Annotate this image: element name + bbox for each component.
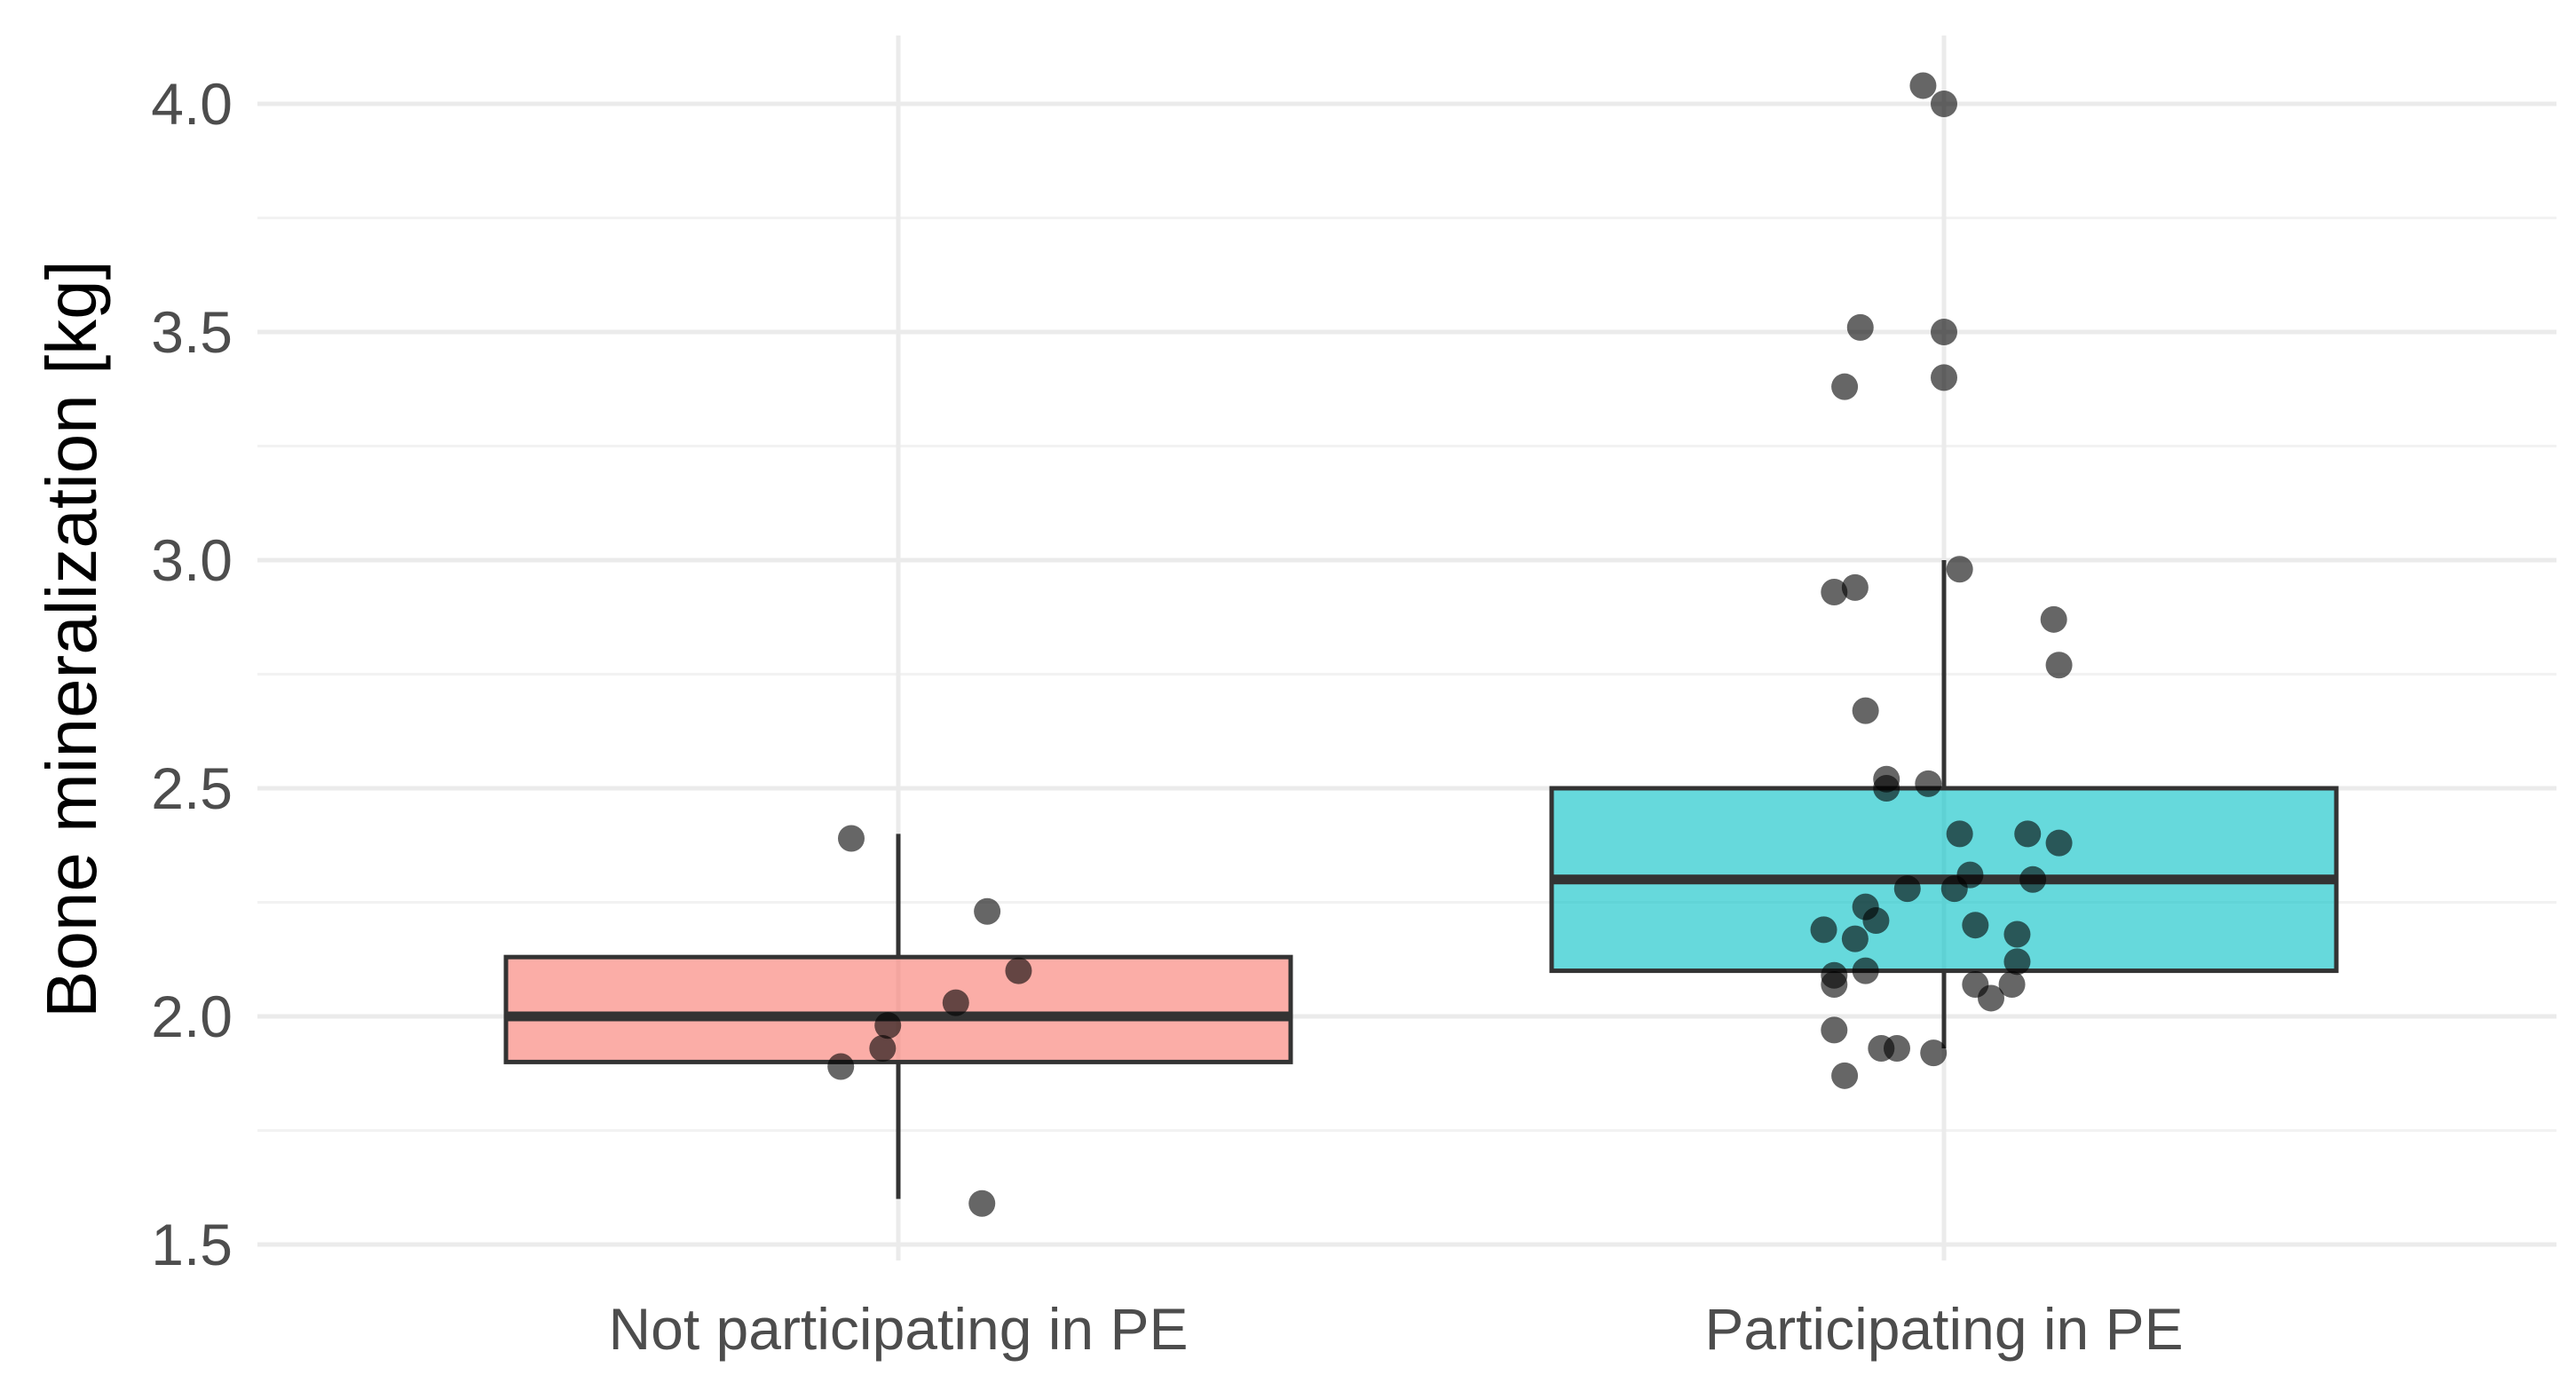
- data-point: [1821, 578, 1848, 605]
- data-point: [2019, 865, 2047, 893]
- data-point: [1920, 1039, 1948, 1067]
- data-point: [1940, 875, 1968, 903]
- y-tick-label: 3.5: [151, 299, 233, 365]
- data-point: [1821, 971, 1848, 999]
- y-tick-label: 2.0: [151, 984, 233, 1049]
- data-point: [1810, 916, 1837, 944]
- data-point: [1005, 957, 1032, 984]
- y-axis-title: Bone mineralization [kg]: [32, 260, 111, 1018]
- data-point: [1915, 770, 1942, 797]
- box-iqr: [503, 954, 1293, 1064]
- data-point: [968, 1189, 996, 1217]
- data-point: [942, 989, 969, 1016]
- data-point: [1893, 875, 1921, 903]
- data-point: [2003, 921, 2031, 948]
- data-point: [1962, 912, 1989, 939]
- data-point: [1946, 556, 1973, 583]
- data-point: [874, 1012, 902, 1039]
- data-point: [1862, 907, 1890, 935]
- data-point: [1931, 364, 1957, 391]
- box-layer: [503, 560, 2339, 1199]
- data-point: [1831, 1062, 1859, 1089]
- x-tick-label: Not participating in PE: [608, 1296, 1188, 1362]
- data-point: [1841, 573, 1869, 601]
- data-point: [1821, 1016, 1848, 1044]
- data-point: [1946, 820, 1973, 848]
- data-point: [1852, 957, 1879, 984]
- y-tick-label: 4.0: [151, 71, 233, 137]
- data-point: [1931, 91, 1957, 117]
- y-tick-label: 1.5: [151, 1212, 233, 1277]
- data-point: [1873, 775, 1900, 802]
- data-point: [1883, 1034, 1910, 1062]
- data-point: [1909, 72, 1937, 99]
- data-point: [1852, 697, 1879, 724]
- data-point: [2045, 652, 2073, 679]
- data-point: [1831, 373, 1859, 400]
- data-point: [1998, 971, 2026, 999]
- data-point: [974, 897, 1001, 925]
- grid-layer: [257, 36, 2556, 1261]
- tick-layer: 1.5 2.0 2.5 3.0 3.5 4.0 Not participating in P…: [151, 71, 2183, 1362]
- data-point: [837, 825, 865, 852]
- data-point: [1846, 313, 1874, 341]
- y-tick-label: 2.5: [151, 755, 233, 821]
- x-tick-label: Participating in PE: [1704, 1296, 2183, 1362]
- data-point: [2040, 605, 2067, 633]
- data-point: [1841, 925, 1869, 952]
- data-point: [1931, 319, 1957, 345]
- data-point: [1978, 984, 2005, 1012]
- data-point: [2003, 948, 2031, 976]
- data-point: [2045, 829, 2073, 857]
- y-tick-label: 3.0: [151, 527, 233, 593]
- point-layer: [827, 72, 2073, 1217]
- data-point: [2014, 820, 2042, 848]
- data-point: [827, 1053, 855, 1080]
- data-point: [869, 1034, 897, 1062]
